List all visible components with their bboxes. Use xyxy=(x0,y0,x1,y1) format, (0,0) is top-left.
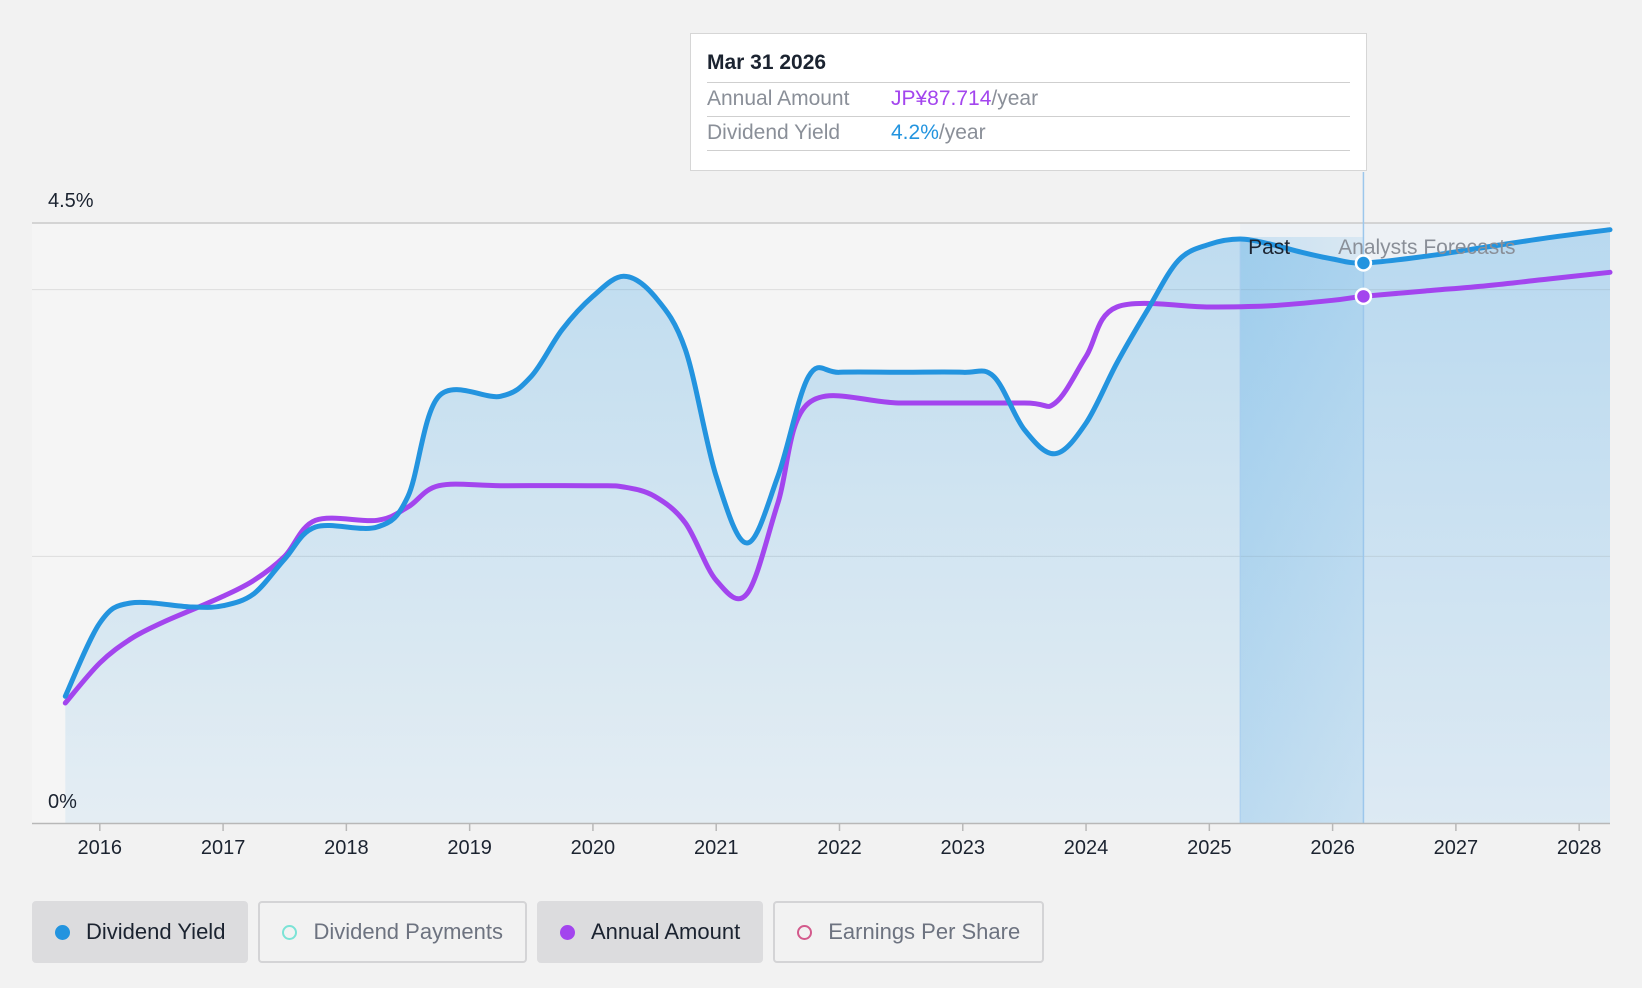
annual-amount-hover-point xyxy=(1354,287,1373,306)
x-tick-label: 2026 xyxy=(1310,837,1355,859)
tooltip-annual-row: Annual Amount JP¥87.714 /year xyxy=(707,83,1350,117)
hover-tooltip: Mar 31 2026 Annual Amount JP¥87.714 /yea… xyxy=(690,33,1367,171)
legend: Dividend Yield Dividend Payments Annual … xyxy=(32,901,1045,963)
tooltip-date: Mar 31 2026 xyxy=(707,48,1350,83)
earnings-per-share-ring-icon xyxy=(797,924,813,940)
x-tick-label: 2024 xyxy=(1064,837,1109,859)
legend-dividend-yield-label: Dividend Yield xyxy=(86,919,226,944)
past-label: Past xyxy=(1248,236,1290,259)
x-tick-label: 2022 xyxy=(817,837,862,859)
dividend-yield-dot-icon xyxy=(55,924,70,940)
x-tick-label: 2023 xyxy=(941,837,986,859)
tooltip-annual-unit: /year xyxy=(991,87,1039,110)
legend-dividend-payments-label: Dividend Payments xyxy=(313,919,503,944)
tooltip-yield-unit: /year xyxy=(938,121,986,144)
legend-dividend-yield-button[interactable]: Dividend Yield xyxy=(32,901,249,963)
tooltip-yield-row: Dividend Yield 4.2% /year xyxy=(707,117,1350,151)
dividend-yield-line xyxy=(62,227,1613,699)
dividend-payments-ring-icon xyxy=(282,924,298,940)
y-tick-label-top: 4.5% xyxy=(48,190,94,212)
legend-annual-amount-button[interactable]: Annual Amount xyxy=(536,901,764,963)
x-tick-label: 2019 xyxy=(447,837,492,859)
dividend-yield-hover-point xyxy=(1354,254,1373,272)
tooltip-yield-label: Dividend Yield xyxy=(707,121,841,144)
annual-amount-dot-icon xyxy=(559,924,575,940)
x-tick-label: 2027 xyxy=(1434,837,1479,859)
dividend-yield-area xyxy=(65,229,1610,823)
highlight-band xyxy=(1240,237,1364,823)
legend-earnings-per-share-button[interactable]: Earnings Per Share xyxy=(773,901,1045,963)
legend-dividend-payments-button[interactable]: Dividend Payments xyxy=(258,901,527,963)
y-tick-label-bottom: 0% xyxy=(48,791,77,813)
tooltip-annual-label: Annual Amount xyxy=(707,87,850,110)
tooltip-annual-value: JP¥87.714 xyxy=(891,87,992,110)
analysts-forecasts-label: Analysts Forecasts xyxy=(1338,236,1515,259)
x-tick-label: 2018 xyxy=(324,837,369,859)
x-tick-label: 2017 xyxy=(201,837,246,859)
x-tick-label: 2028 xyxy=(1557,837,1602,859)
legend-annual-amount-label: Annual Amount xyxy=(590,919,741,944)
x-tick-label: 2020 xyxy=(571,837,616,859)
x-tick-label: 2025 xyxy=(1187,837,1232,859)
legend-earnings-per-share-label: Earnings Per Share xyxy=(828,919,1021,944)
annual-amount-line xyxy=(62,269,1613,706)
x-tick-label: 2016 xyxy=(78,837,123,859)
x-tick-label: 2021 xyxy=(694,837,739,859)
tooltip-yield-value: 4.2% xyxy=(891,121,939,144)
